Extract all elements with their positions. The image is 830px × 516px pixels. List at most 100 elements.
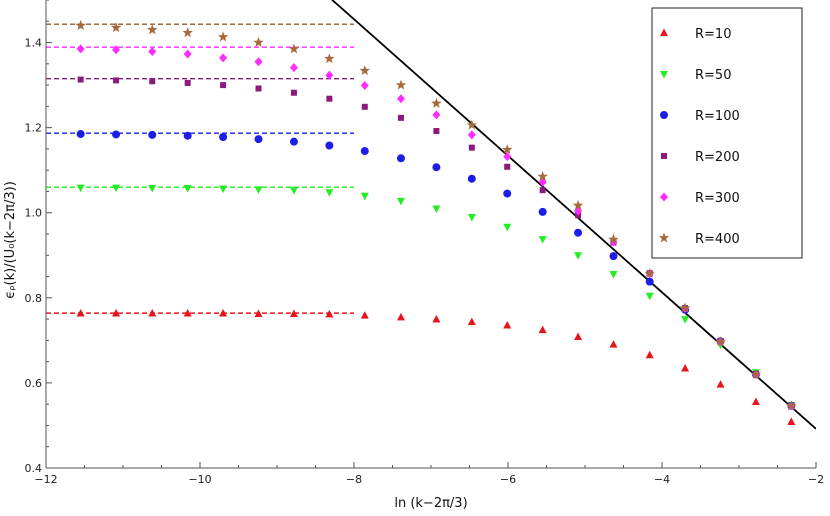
data-point — [787, 417, 796, 426]
data-point — [538, 177, 547, 187]
y-tick-label: 1.2 — [25, 122, 43, 135]
data-point — [397, 114, 404, 121]
legend-label: R=50 — [695, 68, 731, 83]
x-tick-label: −10 — [188, 473, 211, 486]
data-point — [467, 317, 476, 326]
data-point — [325, 309, 334, 318]
x-tick-label: −12 — [34, 473, 57, 486]
data-point — [217, 31, 229, 42]
data-point — [396, 312, 405, 321]
data-point — [254, 186, 263, 194]
data-point — [681, 363, 690, 372]
data-point — [112, 184, 121, 193]
data-point — [254, 57, 263, 67]
legend-marker — [658, 232, 670, 243]
x-axis-label: ln (k−2π/3) — [394, 496, 467, 511]
data-point — [360, 192, 369, 201]
data-point — [219, 185, 228, 193]
data-point — [609, 270, 618, 279]
data-point — [219, 132, 228, 141]
data-point — [361, 103, 368, 110]
data-point — [183, 185, 192, 193]
data-point — [75, 20, 86, 30]
data-point — [76, 184, 85, 193]
data-point — [113, 77, 120, 84]
data-point — [432, 315, 441, 323]
data-point — [110, 22, 122, 33]
data-point — [395, 79, 407, 90]
x-tick-label: −8 — [346, 473, 362, 486]
data-point — [183, 49, 192, 59]
data-point — [715, 336, 726, 347]
legend-label: R=100 — [695, 109, 740, 124]
data-point — [76, 44, 85, 54]
data-point — [432, 110, 441, 120]
data-point — [750, 368, 762, 379]
data-point — [112, 45, 121, 55]
data-point — [716, 380, 725, 388]
data-point — [396, 154, 405, 163]
data-point — [466, 119, 478, 130]
data-point — [325, 189, 334, 197]
data-point — [609, 252, 618, 261]
data-point — [538, 207, 547, 216]
y-tick-label: 1.4 — [25, 37, 43, 50]
data-point — [183, 131, 192, 140]
data-point — [360, 147, 369, 156]
data-point — [539, 187, 546, 194]
data-point — [255, 85, 262, 92]
data-point — [219, 309, 228, 317]
data-point — [182, 27, 193, 38]
data-point — [574, 332, 583, 340]
data-point — [219, 53, 228, 63]
data-point — [433, 128, 440, 135]
x-tick-label: −2 — [808, 473, 824, 486]
data-point — [360, 81, 369, 91]
data-point — [645, 277, 654, 286]
data-point — [751, 397, 760, 406]
legend-item: R=50 — [660, 68, 731, 83]
legend-item: R=200 — [661, 150, 740, 165]
legend-box — [651, 7, 803, 259]
series-r400 — [75, 20, 797, 411]
legend-marker — [660, 28, 668, 36]
legend-marker — [660, 111, 668, 119]
legend-marker — [660, 71, 668, 79]
data-point — [396, 197, 405, 206]
data-point — [608, 234, 619, 244]
legend-label: R=300 — [695, 191, 740, 206]
data-point — [467, 213, 476, 222]
data-point — [786, 400, 797, 411]
data-point — [503, 223, 512, 232]
data-point — [76, 309, 85, 317]
data-point — [574, 228, 583, 237]
reference-line — [330, 0, 816, 430]
y-tick-label: 0.6 — [25, 377, 43, 390]
legend: R=10 R=50 R=100 R=200 R=300 R=400 — [651, 7, 803, 259]
data-point — [572, 199, 584, 210]
data-point — [148, 130, 157, 139]
data-point — [112, 309, 121, 317]
data-point — [645, 350, 654, 359]
legend-label: R=10 — [695, 27, 731, 42]
data-point — [467, 174, 476, 183]
series-r10 — [76, 309, 796, 426]
data-point — [149, 78, 156, 85]
x-axis: −12 −10 −8 −6 −4 −2 — [34, 462, 824, 486]
data-point — [324, 53, 335, 64]
data-point — [503, 189, 512, 198]
legend-marker — [661, 153, 667, 159]
data-point — [431, 97, 442, 108]
data-point — [289, 137, 298, 146]
data-point — [504, 163, 511, 170]
data-point — [644, 268, 655, 279]
data-point — [609, 340, 618, 348]
legend-item: R=100 — [660, 109, 740, 124]
data-point — [468, 144, 475, 151]
y-axis: 0.4 0.6 0.8 1.0 1.2 1.4 — [25, 0, 52, 475]
data-point — [681, 316, 690, 324]
legend-item: R=10 — [660, 27, 731, 42]
data-point — [503, 320, 512, 329]
data-point — [220, 82, 227, 89]
